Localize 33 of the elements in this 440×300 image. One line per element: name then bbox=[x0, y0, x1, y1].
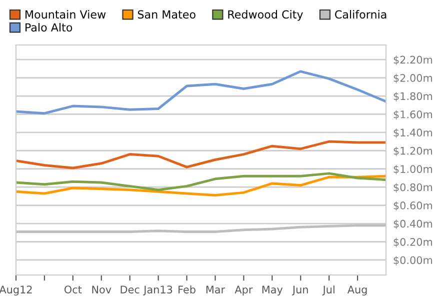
y-tick-label: $2.00m bbox=[394, 74, 432, 84]
x-tick-label: Mar bbox=[206, 286, 226, 294]
x-tick-label: Aug bbox=[347, 286, 367, 296]
line-series bbox=[16, 174, 386, 197]
x-tick-label: May bbox=[262, 286, 283, 296]
legend-label: Mountain View bbox=[26, 10, 106, 19]
line-series bbox=[16, 70, 386, 115]
x-tick-label: Nov bbox=[92, 286, 112, 294]
y-tick-label: $1.80m bbox=[394, 92, 432, 102]
legend-label: Redwood City bbox=[228, 10, 303, 21]
legend-label: Palo Alto bbox=[26, 22, 72, 32]
x-tick-label: Feb bbox=[178, 285, 196, 294]
x-tick-label: Jul bbox=[322, 285, 334, 296]
x-tick-label: Apr bbox=[234, 286, 253, 296]
line-series bbox=[16, 172, 386, 192]
x-tick-label: Jan13 bbox=[143, 286, 172, 296]
y-tick-label: $0.80m bbox=[394, 183, 432, 193]
line-series bbox=[16, 140, 386, 170]
y-tick-label: $1.00m bbox=[394, 164, 432, 174]
y-tick-label: $0.40m bbox=[394, 220, 432, 230]
y-tick-label: $0.60m bbox=[394, 201, 432, 211]
line-series bbox=[16, 224, 386, 233]
y-tick-label: $2.20m bbox=[394, 56, 432, 66]
y-tick-label: $1.60m bbox=[394, 110, 432, 120]
x-tick-label: Oct bbox=[64, 286, 82, 294]
legend-label: San Mateo bbox=[138, 10, 196, 19]
y-tick-label: $0.00m bbox=[394, 256, 432, 266]
y-tick-label: $1.20m bbox=[394, 146, 432, 156]
legend-label: California bbox=[335, 10, 386, 19]
y-tick-label: $1.40m bbox=[394, 128, 432, 138]
x-tick-label: Dec bbox=[120, 286, 140, 294]
y-tick-label: $0.20m bbox=[394, 238, 432, 248]
x-tick-label: Jun bbox=[292, 286, 308, 296]
